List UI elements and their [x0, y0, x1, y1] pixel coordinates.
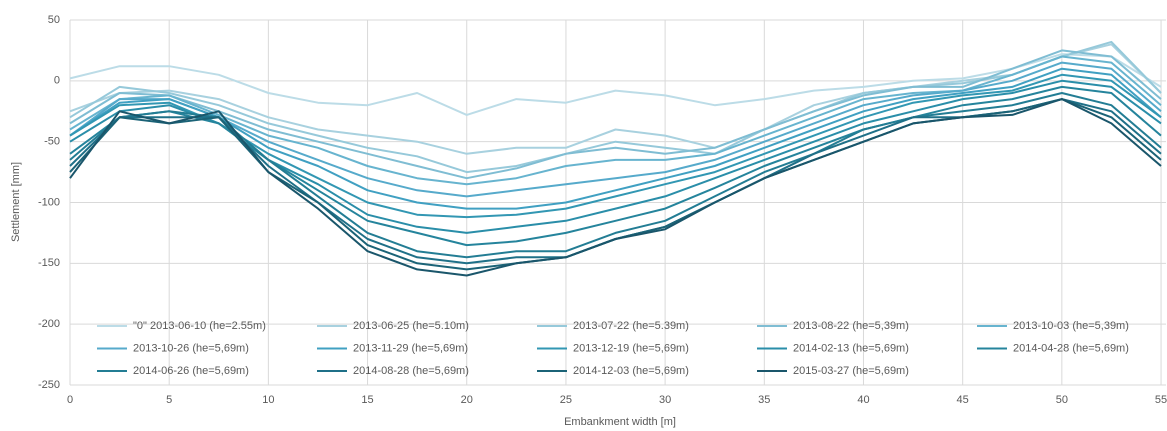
y-tick-label: -150	[38, 257, 60, 269]
legend-label: 2014-08-28 (he=5,69m)	[353, 365, 469, 377]
series-line	[69, 55, 1162, 186]
y-tick-label: 0	[54, 75, 60, 87]
x-tick-label: 45	[957, 394, 969, 406]
legend-label: 2013-06-25 (he=5.10m)	[353, 320, 469, 332]
x-tick-label: 50	[1056, 394, 1068, 406]
legend-label: 2015-03-27 (he=5,69m)	[793, 365, 909, 377]
legend-label: 2013-10-03 (he=5,39m)	[1013, 320, 1129, 332]
x-tick-label: 15	[361, 394, 373, 406]
y-axis-title: Settlement [mm]	[10, 162, 22, 242]
x-tick-label: 25	[560, 394, 572, 406]
x-tick-label: 0	[67, 394, 73, 406]
x-tick-label: 30	[659, 394, 671, 406]
legend-label: 2014-12-03 (he=5,69m)	[573, 365, 689, 377]
x-tick-label: 40	[857, 394, 869, 406]
series-line	[69, 98, 1162, 277]
x-tick-label: 20	[461, 394, 473, 406]
x-tick-label: 5	[166, 394, 172, 406]
x-tick-label: 35	[758, 394, 770, 406]
legend-label: 2014-04-28 (he=5,69m)	[1013, 342, 1129, 354]
series-line	[69, 49, 1162, 180]
y-tick-label: -250	[38, 379, 60, 391]
legend-label: 2013-11-29 (he=5,69m)	[353, 342, 468, 354]
legend-label: 2013-08-22 (he=5,39m)	[793, 320, 909, 332]
y-tick-label: 50	[48, 14, 60, 26]
series-line	[69, 73, 1162, 219]
legend-label: 2014-02-13 (he=5,69m)	[793, 342, 909, 354]
x-tick-label: 55	[1155, 394, 1167, 406]
x-tick-label: 10	[262, 394, 274, 406]
series-line	[69, 53, 1162, 116]
legend-label: 2013-10-26 (he=5,69m)	[133, 342, 249, 354]
y-tick-label: -50	[44, 136, 60, 148]
y-tick-label: -200	[38, 318, 60, 330]
series-line	[69, 85, 1162, 247]
series-line	[69, 61, 1162, 198]
legend-label: 2013-07-22 (he=5.39m)	[573, 320, 689, 332]
series-line	[69, 67, 1162, 210]
y-tick-label: -100	[38, 196, 60, 208]
series-line	[69, 92, 1162, 259]
series-line	[69, 43, 1162, 155]
legend-label: 2013-12-19 (he=5,69m)	[573, 342, 689, 354]
legend-label: 2014-06-26 (he=5,69m)	[133, 365, 249, 377]
x-axis-title: Embankment width [m]	[564, 416, 676, 428]
legend-label: "0" 2013-06-10 (he=2.55m)	[133, 320, 266, 332]
